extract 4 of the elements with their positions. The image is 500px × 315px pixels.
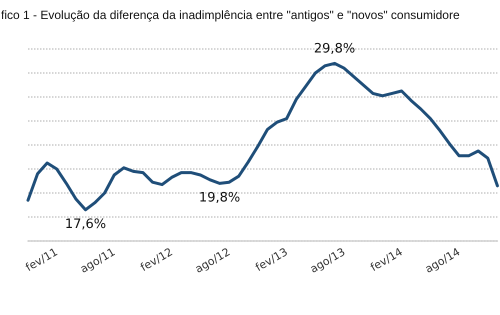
data-label: 17,6% xyxy=(64,216,106,232)
chart-title: fico 1 - Evolução da diferença da inadimplência entre "antigos" e "novos" consumidore xyxy=(1,8,460,22)
data-label: 19,8% xyxy=(198,190,240,206)
data-label: 29,8% xyxy=(314,41,356,56)
